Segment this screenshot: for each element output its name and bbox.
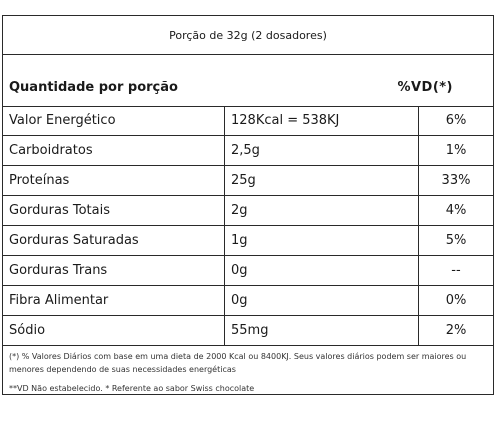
daily-value-heading: %VD(*) bbox=[397, 80, 453, 95]
nutrient-amount: 128Kcal = 538KJ bbox=[225, 106, 419, 135]
nutrient-amount: 1g bbox=[225, 226, 419, 255]
footnotes: (*) % Valores Diários com base em uma di… bbox=[3, 350, 493, 395]
nutrient-name: Sódio bbox=[3, 316, 225, 345]
nutrient-amount: 2,5g bbox=[225, 136, 419, 165]
table-row: Gorduras Trans 0g -- bbox=[3, 256, 493, 286]
amount-per-serving-heading: Quantidade por porção bbox=[9, 80, 178, 95]
table-row: Proteínas 25g 33% bbox=[3, 166, 493, 196]
table-row: Carboidratos 2,5g 1% bbox=[3, 136, 493, 166]
nutrient-amount: 2g bbox=[225, 196, 419, 225]
nutrient-daily-value: 1% bbox=[445, 143, 467, 158]
nutrient-rows: Valor Energético 128Kcal = 538KJ 6% Carb… bbox=[3, 106, 493, 346]
portion-size: Porção de 32g (2 dosadores) bbox=[3, 16, 493, 55]
nutrient-name: Fibra Alimentar bbox=[3, 286, 225, 315]
nutrient-name: Valor Energético bbox=[3, 106, 225, 135]
table-row: Gorduras Saturadas 1g 5% bbox=[3, 226, 493, 256]
table-row: Valor Energético 128Kcal = 538KJ 6% bbox=[3, 106, 493, 136]
table-row: Sódio 55mg 2% bbox=[3, 316, 493, 346]
not-established-footnote: **VD Não estabelecido. * Referente ao sa… bbox=[9, 384, 255, 393]
table-header: Quantidade por porção %VD(*) bbox=[3, 54, 493, 107]
nutrient-name: Gorduras Saturadas bbox=[3, 226, 225, 255]
daily-values-footnote: (*) % Valores Diários com base em uma di… bbox=[9, 352, 467, 374]
nutrient-amount: 55mg bbox=[225, 316, 419, 345]
nutrient-name: Gorduras Totais bbox=[3, 196, 225, 225]
table-row: Gorduras Totais 2g 4% bbox=[3, 196, 493, 226]
nutrient-name: Proteínas bbox=[3, 166, 225, 195]
nutrient-daily-value: 0% bbox=[445, 293, 467, 308]
nutrient-name: Carboidratos bbox=[3, 136, 225, 165]
nutrient-name: Gorduras Trans bbox=[3, 256, 225, 285]
nutrient-amount: 25g bbox=[225, 166, 419, 195]
nutrition-facts-table: Porção de 32g (2 dosadores) Quantidade p… bbox=[2, 15, 494, 395]
nutrient-amount: 0g bbox=[225, 286, 419, 315]
nutrient-daily-value: -- bbox=[451, 263, 461, 278]
nutrient-daily-value: 5% bbox=[445, 233, 467, 248]
nutrient-daily-value: 6% bbox=[445, 113, 467, 128]
nutrient-daily-value: 33% bbox=[441, 173, 471, 188]
table-row: Fibra Alimentar 0g 0% bbox=[3, 286, 493, 316]
nutrient-daily-value: 4% bbox=[445, 203, 467, 218]
nutrient-amount: 0g bbox=[225, 256, 419, 285]
nutrient-daily-value: 2% bbox=[445, 323, 467, 338]
